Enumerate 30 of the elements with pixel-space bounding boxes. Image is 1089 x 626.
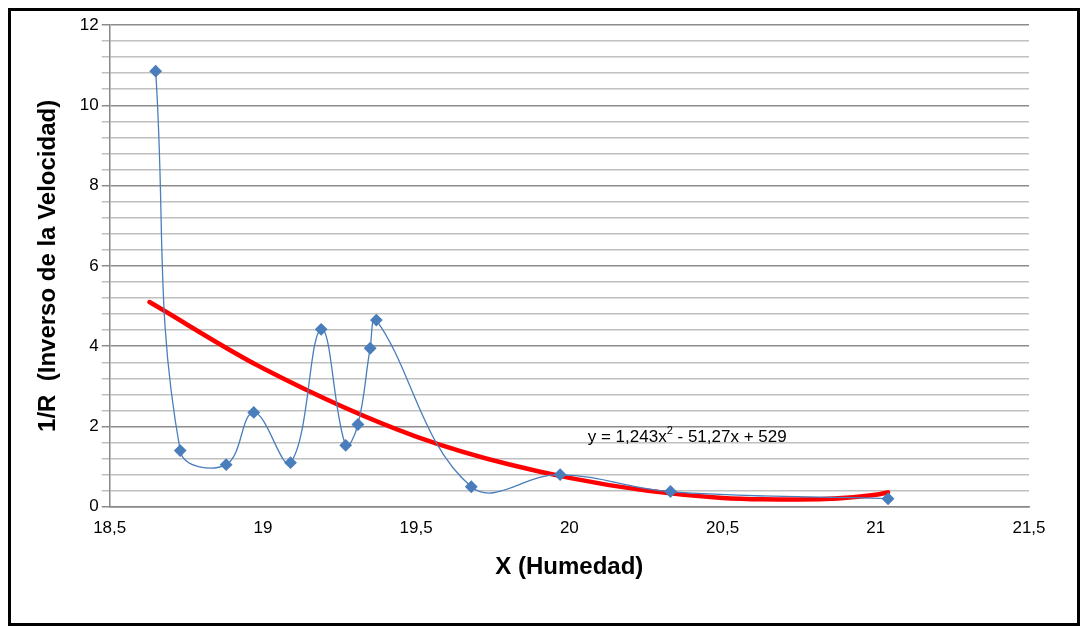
y-tick-label: 8 <box>89 175 99 195</box>
point <box>465 480 478 493</box>
x-tick-label: 19,5 <box>399 517 433 537</box>
y-tick-label: 12 <box>79 14 99 34</box>
point <box>351 418 365 431</box>
x-tick-label: 20 <box>559 517 579 537</box>
point <box>149 65 162 78</box>
y-tick-label: 6 <box>89 255 99 275</box>
y-tick-label: 4 <box>89 335 99 355</box>
point <box>220 458 233 471</box>
x-tick-label: 20,5 <box>706 517 740 537</box>
x-tick-label: 21,5 <box>1012 517 1046 537</box>
point <box>554 468 567 481</box>
y-tick-label: 0 <box>89 496 99 516</box>
point <box>284 456 297 469</box>
y-tick-label: 2 <box>89 416 99 436</box>
y-tick-label: 10 <box>79 94 99 114</box>
y-axis-title: 1/R (Inverso de la Velocidad) <box>33 99 61 432</box>
point <box>174 444 187 457</box>
x-axis-title: X (Humedad) <box>495 552 644 580</box>
point <box>364 342 377 355</box>
point <box>247 406 260 419</box>
point <box>664 485 677 498</box>
point <box>370 313 383 327</box>
x-tick-label: 21 <box>866 517 886 537</box>
point <box>315 323 328 336</box>
point <box>881 492 895 505</box>
point <box>339 439 352 452</box>
x-tick-label: 18,5 <box>93 517 127 537</box>
x-tick-label: 19 <box>253 517 273 537</box>
